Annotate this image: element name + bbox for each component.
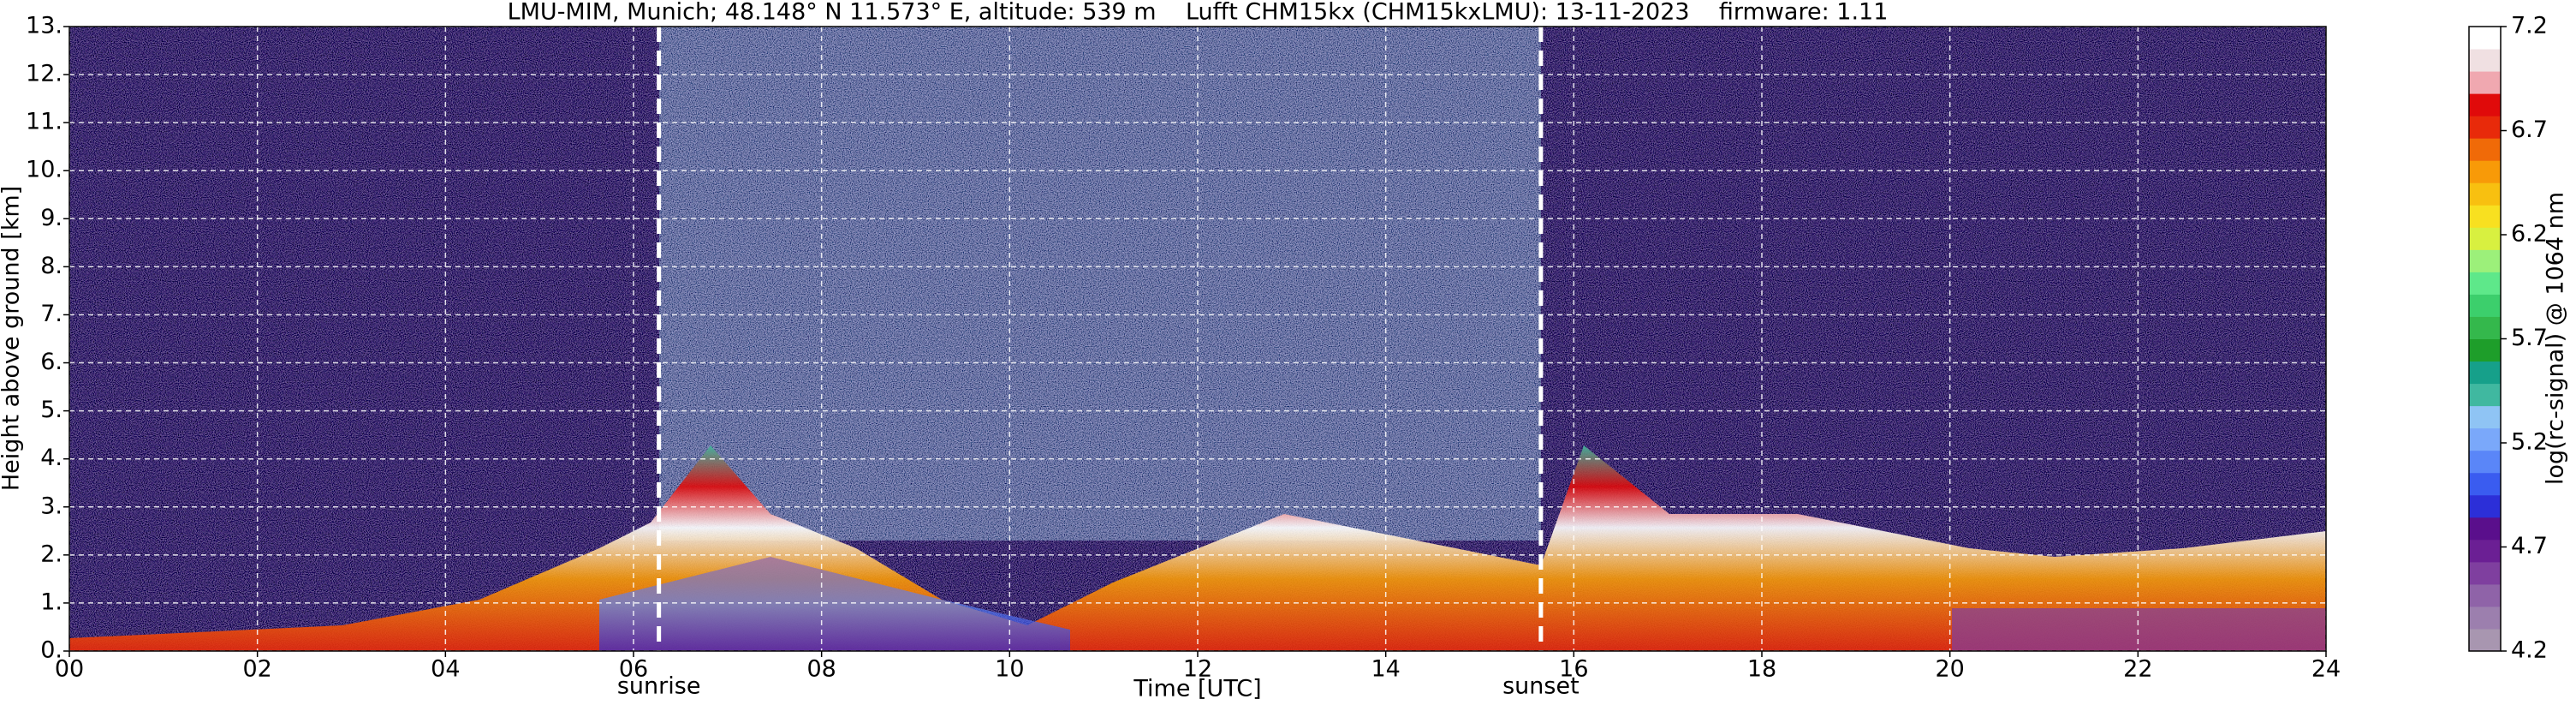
- x-tick-label: 04: [431, 656, 460, 683]
- x-tick-label: 24: [2311, 656, 2341, 683]
- marker-label: sunrise: [617, 673, 701, 700]
- colorbar-segment: [2469, 472, 2501, 496]
- x-tick-label: 02: [242, 656, 271, 683]
- colorbar-tick-label: 4.7: [2511, 533, 2548, 559]
- y-tick-label: 0.: [40, 637, 62, 664]
- colorbar-tick-label: 6.2: [2511, 221, 2548, 248]
- x-tick-label: 22: [2123, 656, 2152, 683]
- x-tick-label: 10: [995, 656, 1024, 683]
- colorbar-segment: [2469, 249, 2501, 272]
- colorbar-segment: [2469, 517, 2501, 541]
- colorbar-segment: [2469, 93, 2501, 117]
- x-tick-label: 20: [1935, 656, 1964, 683]
- colorbar-segment: [2469, 49, 2501, 72]
- colorbar-tick-label: 6.7: [2511, 117, 2548, 143]
- colorbar-segment: [2469, 383, 2501, 407]
- colorbar-segment: [2469, 361, 2501, 385]
- colorbar-segment: [2469, 427, 2501, 451]
- colorbar-segment: [2469, 450, 2501, 474]
- colorbar-segment: [2469, 116, 2501, 139]
- y-tick-label: 11.: [26, 109, 62, 135]
- colorbar-segment: [2469, 539, 2501, 563]
- colorbar-segment: [2469, 182, 2501, 206]
- colorbar-segment: [2469, 27, 2501, 50]
- colorbar-segment: [2469, 338, 2501, 362]
- y-tick-label: 6.: [40, 349, 62, 375]
- colorbar-segment: [2469, 606, 2501, 630]
- colorbar-segment: [2469, 405, 2501, 429]
- colorbar-segment: [2469, 294, 2501, 317]
- y-tick-label: 3.: [40, 493, 62, 519]
- colorbar-tick-label: 5.2: [2511, 429, 2548, 456]
- colorbar-segment: [2469, 316, 2501, 339]
- colorbar-segment: [2469, 160, 2501, 183]
- y-tick-label: 9.: [40, 205, 62, 231]
- colorbar-segment: [2469, 227, 2501, 250]
- x-tick-label: 12: [1183, 656, 1212, 683]
- colorbar-label: log(rc-signal) @ 1064 nm: [2543, 192, 2569, 485]
- x-tick-label: 00: [55, 656, 84, 683]
- plot-frame: [68, 26, 2327, 652]
- y-tick-label: 12.: [26, 61, 62, 87]
- x-tick-label: 06: [619, 656, 648, 683]
- y-axis-label: Height above ground [km]: [0, 186, 25, 491]
- chart-title: LMU-MIM, Munich; 48.148° N 11.573° E, al…: [508, 0, 1889, 26]
- colorbar-segment: [2469, 628, 2501, 652]
- colorbar-tick-label: 4.2: [2511, 637, 2548, 664]
- x-tick-label: 16: [1559, 656, 1588, 683]
- x-axis-label: Time [UTC]: [1133, 676, 1261, 702]
- colorbar-segment: [2469, 138, 2501, 161]
- y-tick-label: 2.: [40, 541, 62, 567]
- colorbar-segment: [2469, 494, 2501, 518]
- colorbar-tick-label: 7.2: [2511, 13, 2548, 39]
- marker-label: sunset: [1502, 673, 1580, 700]
- y-tick-label: 10.: [26, 157, 62, 183]
- y-tick-label: 1.: [40, 589, 62, 615]
- y-tick-label: 4.: [40, 445, 62, 471]
- x-tick-label: 14: [1371, 656, 1400, 683]
- colorbar-segment: [2469, 71, 2501, 94]
- colorbar-segment: [2469, 205, 2501, 228]
- x-tick-label: 08: [806, 656, 836, 683]
- y-tick-label: 7.: [40, 301, 62, 327]
- colorbar-segment: [2469, 561, 2501, 585]
- y-tick-label: 8.: [40, 253, 62, 279]
- colorbar-segment: [2469, 583, 2501, 607]
- colorbar-tick-label: 5.7: [2511, 325, 2548, 351]
- x-tick-label: 18: [1747, 656, 1776, 683]
- colorbar-segment: [2469, 272, 2501, 295]
- y-tick-label: 5.: [40, 397, 62, 423]
- y-tick-label: 13.: [26, 13, 62, 39]
